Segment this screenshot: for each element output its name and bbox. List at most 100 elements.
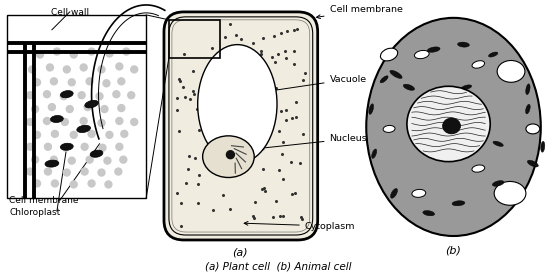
Circle shape [60, 93, 67, 100]
Circle shape [86, 78, 93, 85]
Circle shape [116, 118, 123, 124]
Circle shape [27, 168, 33, 175]
Circle shape [128, 92, 135, 99]
Circle shape [32, 156, 38, 163]
Ellipse shape [367, 18, 541, 236]
Circle shape [45, 143, 51, 150]
Ellipse shape [443, 118, 461, 134]
Ellipse shape [494, 181, 526, 205]
Circle shape [70, 181, 77, 188]
Circle shape [69, 157, 75, 164]
Circle shape [70, 132, 77, 138]
Circle shape [81, 143, 88, 150]
Circle shape [103, 80, 110, 87]
Ellipse shape [372, 149, 377, 158]
Circle shape [88, 180, 95, 187]
Circle shape [98, 119, 105, 126]
Ellipse shape [60, 143, 73, 150]
Circle shape [116, 143, 123, 150]
Circle shape [86, 156, 93, 163]
Circle shape [51, 180, 58, 187]
Ellipse shape [390, 189, 398, 198]
Circle shape [104, 157, 111, 164]
Circle shape [61, 118, 69, 125]
Circle shape [51, 156, 57, 163]
Ellipse shape [383, 125, 395, 132]
Ellipse shape [77, 125, 90, 133]
Circle shape [227, 151, 234, 159]
Ellipse shape [527, 160, 538, 167]
PathPatch shape [164, 12, 317, 240]
Ellipse shape [45, 160, 59, 167]
Circle shape [96, 93, 103, 100]
Circle shape [116, 63, 123, 70]
Circle shape [113, 91, 120, 98]
Text: Cell wall: Cell wall [51, 8, 89, 17]
Ellipse shape [492, 181, 504, 186]
Text: Cell membrane: Cell membrane [316, 5, 403, 19]
Ellipse shape [493, 141, 504, 146]
Ellipse shape [85, 100, 99, 108]
Circle shape [27, 92, 33, 99]
Ellipse shape [472, 61, 485, 68]
Text: Cytoplasm: Cytoplasm [244, 221, 355, 231]
Circle shape [98, 66, 105, 73]
Circle shape [62, 144, 69, 151]
Circle shape [106, 50, 113, 57]
Ellipse shape [497, 61, 525, 82]
Ellipse shape [488, 52, 498, 57]
Circle shape [88, 130, 95, 137]
Circle shape [120, 156, 127, 163]
Circle shape [80, 118, 87, 124]
Circle shape [101, 105, 108, 113]
Text: (b): (b) [446, 246, 461, 256]
Ellipse shape [369, 104, 374, 114]
Circle shape [27, 143, 33, 150]
Circle shape [53, 48, 60, 55]
Circle shape [45, 168, 51, 175]
Circle shape [115, 168, 122, 175]
Ellipse shape [51, 115, 63, 122]
Ellipse shape [380, 76, 388, 83]
Circle shape [43, 118, 51, 124]
Circle shape [131, 118, 138, 125]
Circle shape [32, 105, 38, 113]
Ellipse shape [423, 210, 434, 216]
Ellipse shape [407, 86, 490, 162]
Circle shape [43, 91, 51, 98]
Ellipse shape [380, 48, 398, 61]
Ellipse shape [541, 141, 545, 152]
Ellipse shape [390, 70, 402, 78]
Ellipse shape [526, 104, 530, 114]
Ellipse shape [457, 42, 470, 47]
Ellipse shape [90, 150, 103, 157]
Circle shape [78, 92, 85, 99]
Circle shape [123, 48, 130, 55]
Bar [7, 15, 146, 198]
Circle shape [63, 169, 70, 176]
Circle shape [88, 48, 95, 55]
Ellipse shape [472, 165, 485, 172]
Ellipse shape [452, 201, 465, 206]
Circle shape [37, 51, 43, 58]
Circle shape [98, 169, 105, 176]
Circle shape [131, 66, 138, 73]
Text: Nucleus: Nucleus [260, 134, 367, 150]
Text: Vacuole: Vacuole [272, 75, 367, 92]
Circle shape [33, 180, 41, 187]
Circle shape [118, 78, 125, 85]
Circle shape [48, 104, 55, 111]
Ellipse shape [403, 84, 414, 90]
Ellipse shape [198, 45, 277, 164]
Ellipse shape [461, 85, 472, 90]
Circle shape [51, 78, 57, 85]
Text: Chloroplast: Chloroplast [9, 208, 61, 217]
Text: (a) Plant cell  (b) Animal cell: (a) Plant cell (b) Animal cell [205, 262, 351, 272]
Ellipse shape [203, 136, 254, 178]
Circle shape [27, 118, 33, 125]
Circle shape [46, 64, 53, 71]
Ellipse shape [427, 47, 440, 52]
Ellipse shape [60, 91, 73, 98]
Text: Cell membrane: Cell membrane [9, 196, 79, 205]
Circle shape [33, 79, 41, 86]
